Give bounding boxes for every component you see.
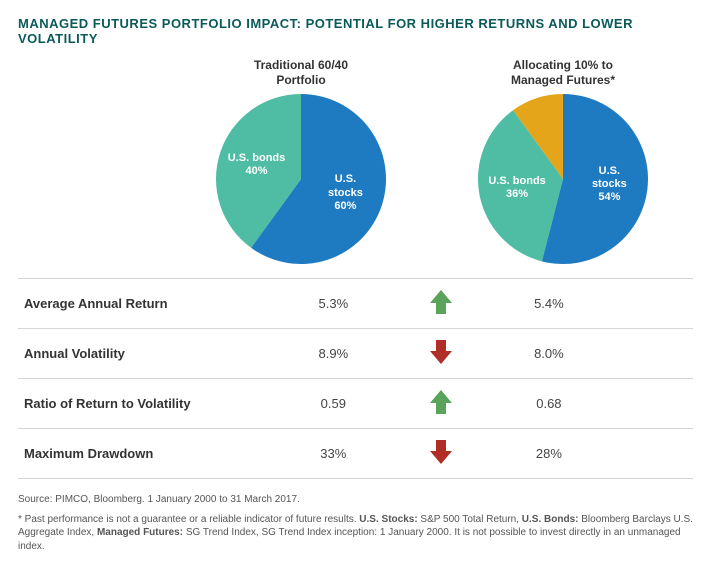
page-title: MANAGED FUTURES PORTFOLIO IMPACT: POTENT… bbox=[18, 16, 693, 46]
table-row: Ratio of Return to Volatility 0.59 0.68 bbox=[18, 379, 693, 429]
us-stocks-label: U.S. Stocks: bbox=[359, 514, 417, 525]
metrics-table: Average Annual Return 5.3% 5.4% Annual V… bbox=[18, 278, 693, 479]
charts-row: Traditional 60/40 Portfolio U.S. stocks … bbox=[18, 58, 693, 264]
metric-right-value: 5.4% bbox=[477, 279, 620, 329]
pie-chart-left: U.S. stocks 60% U.S. bonds 40% bbox=[216, 94, 386, 264]
metric-left-value: 5.3% bbox=[262, 279, 405, 329]
chart-right-header: Allocating 10% to Managed Futures* bbox=[463, 58, 663, 88]
disclaimer-prefix: * Past performance is not a guarantee or… bbox=[18, 514, 359, 525]
pie-slice-label: U.S. stocks 54% bbox=[590, 165, 629, 205]
footer-disclaimer: * Past performance is not a guarantee or… bbox=[18, 513, 693, 554]
arrow-up-icon bbox=[405, 379, 478, 429]
table-row: Annual Volatility 8.9% 8.0% bbox=[18, 329, 693, 379]
metric-right-value: 28% bbox=[477, 429, 620, 479]
footer: Source: PIMCO, Bloomberg. 1 January 2000… bbox=[18, 493, 693, 553]
metric-name: Annual Volatility bbox=[18, 329, 262, 379]
chart-left-header: Traditional 60/40 Portfolio bbox=[201, 58, 401, 88]
us-bonds-label: U.S. Bonds: bbox=[522, 514, 579, 525]
metric-right-value: 8.0% bbox=[477, 329, 620, 379]
arrow-down-icon bbox=[405, 429, 478, 479]
footer-source: Source: PIMCO, Bloomberg. 1 January 2000… bbox=[18, 493, 693, 507]
table-row: Average Annual Return 5.3% 5.4% bbox=[18, 279, 693, 329]
metric-name: Maximum Drawdown bbox=[18, 429, 262, 479]
chart-left-column: Traditional 60/40 Portfolio U.S. stocks … bbox=[201, 58, 401, 264]
us-stocks-text: S&P 500 Total Return, bbox=[418, 514, 522, 525]
metric-name: Average Annual Return bbox=[18, 279, 262, 329]
metric-left-value: 33% bbox=[262, 429, 405, 479]
arrow-up-icon bbox=[405, 279, 478, 329]
pie-slice-label: U.S. stocks 60% bbox=[325, 174, 366, 214]
chart-right-column: Allocating 10% to Managed Futures* U.S. … bbox=[463, 58, 663, 264]
metric-left-value: 0.59 bbox=[262, 379, 405, 429]
pie-slice-label: U.S. bonds 40% bbox=[228, 151, 285, 177]
pie-slice-label: U.S. bonds 36% bbox=[488, 175, 545, 201]
metric-right-value: 0.68 bbox=[477, 379, 620, 429]
table-row: Maximum Drawdown 33% 28% bbox=[18, 429, 693, 479]
arrow-down-icon bbox=[405, 329, 478, 379]
mf-label: Managed Futures: bbox=[97, 527, 183, 538]
pie-chart-right: U.S. stocks 54% U.S. bonds 36% bbox=[478, 94, 648, 264]
metric-left-value: 8.9% bbox=[262, 329, 405, 379]
metric-name: Ratio of Return to Volatility bbox=[18, 379, 262, 429]
